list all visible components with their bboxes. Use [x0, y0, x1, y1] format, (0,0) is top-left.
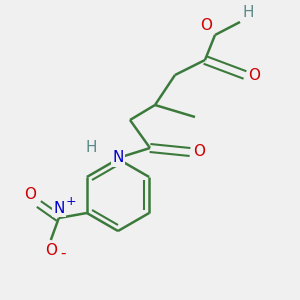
Text: O: O [248, 68, 260, 82]
Text: N: N [112, 151, 124, 166]
Text: N: N [53, 201, 64, 216]
Text: H: H [85, 140, 97, 155]
Text: H: H [242, 5, 254, 20]
Text: +: + [66, 195, 76, 208]
Text: O: O [24, 187, 36, 202]
Text: O: O [45, 243, 57, 258]
Text: O: O [200, 18, 212, 33]
Text: O: O [193, 145, 205, 160]
Text: -: - [60, 246, 65, 261]
